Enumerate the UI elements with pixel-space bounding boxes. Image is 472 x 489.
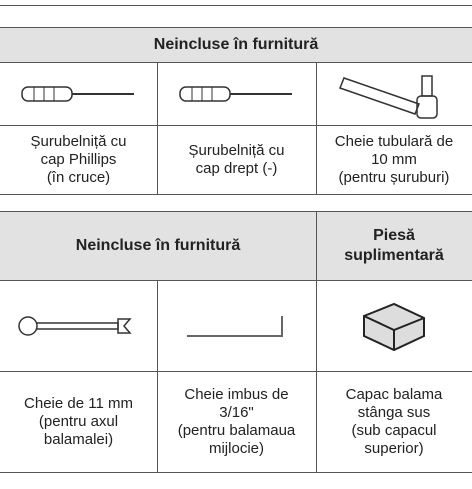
text-line: Capac balama — [345, 386, 443, 403]
screwdriver-icon — [20, 86, 134, 102]
hinge-cover-icon — [363, 302, 425, 352]
border — [0, 27, 472, 28]
text-line: Cheie de 11 mm — [24, 395, 133, 412]
icon-cell — [316, 62, 472, 126]
border — [157, 62, 158, 194]
icon-cell — [0, 62, 157, 126]
table-header: Neincluse în furnitură — [0, 212, 316, 280]
text-cell: Cheie de 11 mm (pentru axul balamalei) — [0, 372, 157, 472]
icon-cell — [316, 280, 472, 372]
text-line: suplimentară — [344, 247, 444, 264]
icon-cell — [157, 280, 316, 372]
icon-cell — [157, 62, 316, 126]
border — [0, 125, 472, 126]
border — [0, 371, 472, 372]
text-line: cap Phillips — [40, 151, 117, 168]
border — [0, 280, 472, 281]
text-cell: Cheie imbus de 3/16" (pentru balamaua mijlo… — [157, 372, 316, 472]
border — [0, 472, 472, 473]
text-line: (pentru balamaua — [177, 422, 296, 439]
text-line: (pentru șuruburi) — [338, 169, 450, 186]
text-line: mijlocie) — [208, 440, 264, 457]
text-line: balamalei) — [43, 431, 114, 448]
icon-cell — [0, 280, 157, 372]
text-line: Neincluse în furnitură — [75, 237, 241, 254]
table-header: Neincluse în furnitură — [0, 28, 472, 62]
text-cell: Șurubelniță cu cap Phillips (în cruce) — [0, 126, 157, 194]
wrench-icon — [17, 316, 132, 336]
text-line: (sub capacul — [351, 422, 437, 439]
text-line: Șurubelniță cu — [30, 133, 127, 150]
table-header: Piesă suplimentară — [316, 212, 472, 280]
rule — [0, 5, 472, 6]
border — [0, 62, 472, 63]
text-cell: Șurubelniță cu cap drept (-) — [157, 126, 316, 194]
text-line: 3/16" — [219, 404, 254, 421]
text-cell: Capac balama stânga sus (sub capacul superi… — [316, 372, 472, 472]
text-line: (pentru axul — [38, 413, 119, 430]
socket-wrench-icon — [339, 75, 438, 119]
text-line: cap drept (-) — [195, 160, 278, 177]
border — [316, 62, 317, 194]
text-line: 10 mm — [371, 151, 417, 168]
text-cell: Cheie tubulară de 10 mm (pentru șuruburi) — [316, 126, 472, 194]
border — [0, 194, 472, 195]
text-line: (în cruce) — [46, 169, 111, 186]
text-line: Cheie tubulară de — [334, 133, 454, 150]
border — [0, 211, 472, 212]
border — [157, 280, 158, 472]
screwdriver-icon — [178, 86, 292, 102]
text-line: Șurubelniță cu — [188, 142, 285, 159]
text-line: Cheie imbus de — [184, 386, 289, 403]
text-line: superior) — [364, 440, 424, 457]
border — [316, 211, 317, 472]
allen-key-icon — [186, 316, 283, 337]
text-line: Piesă — [373, 227, 415, 244]
header-text: Neincluse în furnitură — [153, 36, 319, 53]
text-line: stânga sus — [357, 404, 431, 421]
